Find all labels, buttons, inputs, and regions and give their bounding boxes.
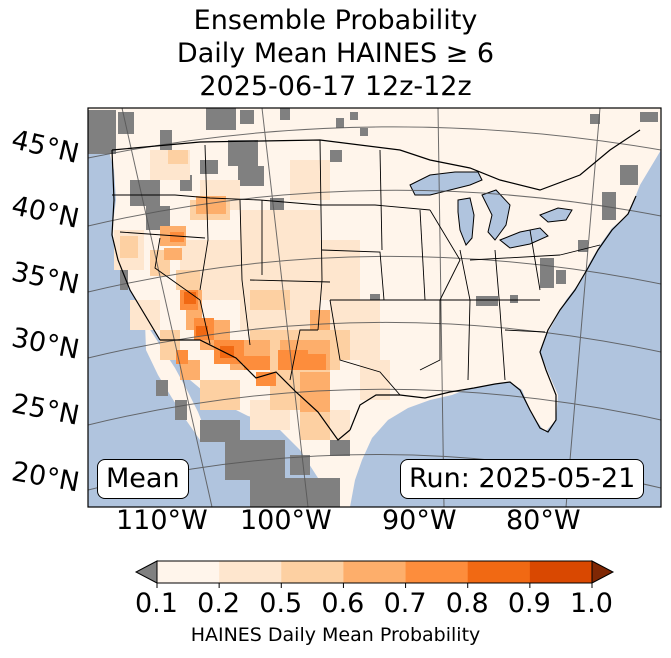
colorbar-segment-5 (467, 561, 531, 583)
title-line-1: Ensemble Probability (193, 5, 478, 36)
colorbar-label: HAINES Daily Mean Probability (190, 624, 481, 646)
run-date-box: Run: 2025-05-21 (400, 459, 645, 499)
longitude-label-90: 90°W (382, 505, 457, 536)
colorbar-tick-label: 0.6 (321, 588, 365, 619)
colorbar-tick-label: 1.0 (570, 588, 613, 619)
colorbar-tick-label: 0.7 (383, 588, 427, 619)
statistic-box: Mean (97, 459, 189, 499)
colorbar-segment-1 (219, 561, 282, 583)
colorbar-over-arrow (591, 560, 615, 584)
title-line-2: Daily Mean HAINES ≥ 6 (176, 38, 495, 69)
colorbar-segment-2 (281, 561, 344, 583)
plot-title: Ensemble Probability Daily Mean HAINES ≥… (0, 4, 671, 103)
great-lakes (409, 171, 573, 249)
title-line-3: 2025-06-17 12z-12z (199, 71, 472, 102)
longitude-label-100: 100°W (240, 505, 332, 536)
colorbar-tick-label: 0.2 (197, 588, 241, 619)
colorbar-tick-label: 0.9 (507, 588, 551, 619)
country-borders (111, 129, 641, 441)
colorbar-segment-6 (529, 561, 593, 583)
colorbar-segment-3 (343, 561, 407, 583)
state-borders (112, 139, 601, 396)
longitude-label-110: 110°W (116, 505, 208, 536)
colorbar-tick-label: 0.8 (445, 588, 489, 619)
colorbar-outline (156, 560, 593, 584)
missing-data-cells (88, 108, 658, 507)
colorbar-tick-label: 0.1 (135, 588, 178, 619)
colorbar-segment-4 (405, 561, 469, 583)
colorbar-tick-label: 0.5 (259, 588, 303, 619)
colorbar-under-arrow (134, 560, 158, 584)
longitude-label-80: 80°W (506, 505, 581, 536)
colorbar-segment-0 (157, 561, 220, 583)
